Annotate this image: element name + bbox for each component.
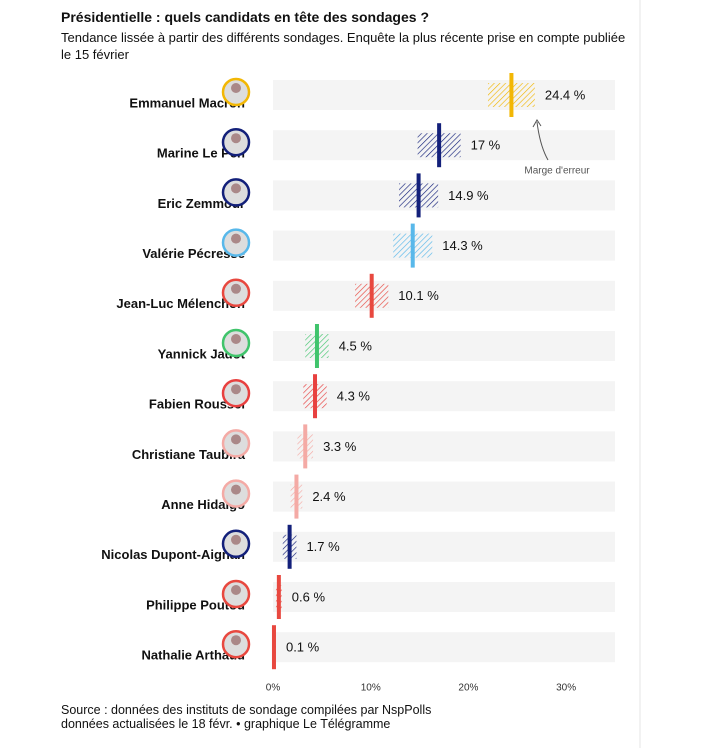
footer: Source : données des instituts de sondag…: [61, 703, 431, 731]
value-marker: [276, 575, 281, 619]
value-label: 17 %: [471, 138, 501, 153]
row-band: [273, 531, 615, 562]
row-band: [273, 280, 615, 311]
row-band: [273, 331, 615, 361]
value-marker: [314, 324, 319, 368]
row-band: [273, 481, 615, 512]
x-tick-label: 10%: [361, 683, 381, 694]
value-label: 0.6 %: [292, 589, 326, 604]
avatar-head: [231, 534, 241, 545]
candidate-name: Eric Zemmour: [158, 196, 245, 211]
value-label: 14.3 %: [442, 238, 483, 253]
avatar-head: [231, 283, 241, 294]
chart-title: Présidentielle : quels candidats en tête…: [61, 9, 429, 25]
candidate-name: Yannick Jadot: [158, 346, 246, 361]
x-tick-label: 20%: [458, 683, 478, 694]
avatar-head: [231, 233, 241, 244]
value-marker: [437, 123, 442, 168]
row-band: [273, 431, 615, 462]
candidate-name: Fabien Roussel: [149, 397, 245, 412]
row-band: [273, 381, 615, 412]
avatar-head: [231, 183, 241, 194]
x-tick-label: 30%: [556, 683, 576, 694]
header: Présidentielle : quels candidats en tête…: [61, 9, 636, 63]
row-band: [273, 80, 615, 110]
value-label: 4.3 %: [337, 389, 371, 404]
avatar-head: [231, 585, 241, 595]
row-band: [273, 582, 615, 612]
value-marker: [287, 524, 292, 569]
value-marker: [294, 474, 299, 519]
avatar-head: [231, 635, 241, 646]
value-marker: [416, 173, 421, 218]
value-marker: [410, 223, 415, 268]
annotation: Marge d'erreur: [524, 166, 590, 177]
value-marker: [303, 424, 308, 469]
candidate-name: Nathalie Arthaud: [141, 648, 245, 663]
value-label: 3.3 %: [323, 439, 357, 454]
row-band: [273, 180, 615, 211]
candidate-name: Marine Le Pen: [157, 146, 245, 161]
value-label: 10.1 %: [398, 288, 439, 303]
row-band: [273, 632, 615, 663]
avatar-head: [231, 133, 241, 144]
avatar-head: [231, 434, 241, 445]
candidate-name: Emmanuel Macron: [129, 95, 245, 110]
candidate-name: Valérie Pécresse: [142, 246, 245, 261]
candidate-name: Christiane Taubira: [132, 447, 246, 462]
value-marker: [369, 273, 374, 318]
avatar-head: [231, 83, 241, 93]
value-label: 0.1 %: [286, 640, 320, 655]
row-band: [273, 230, 615, 261]
source-line: données actualisées le 18 févr. • graphi…: [61, 717, 391, 731]
avatar-head: [231, 384, 241, 395]
candidate-name: Nicolas Dupont-Aignan: [101, 547, 245, 562]
source-line: Source : données des instituts de sondag…: [61, 703, 432, 717]
candidate-name: Philippe Poutou: [146, 597, 245, 612]
value-marker: [313, 374, 318, 419]
value-label: 4.5 %: [339, 338, 373, 353]
candidate-name: Jean-Luc Mélenchon: [116, 296, 245, 311]
x-tick-label: 0%: [266, 683, 281, 694]
value-marker: [271, 625, 276, 670]
value-label: 14.9 %: [448, 188, 489, 203]
avatar-head: [231, 484, 241, 495]
annotation-arrow: [536, 121, 549, 161]
avatar-head: [231, 334, 241, 344]
value-label: 24.4 %: [545, 87, 586, 102]
value-label: 1.7 %: [306, 539, 340, 554]
value-marker: [509, 73, 514, 117]
chart-subtitle: Tendance lissée à partir des différents …: [61, 30, 626, 62]
value-label: 2.4 %: [312, 489, 346, 504]
annotation-arrowhead: [532, 119, 542, 128]
